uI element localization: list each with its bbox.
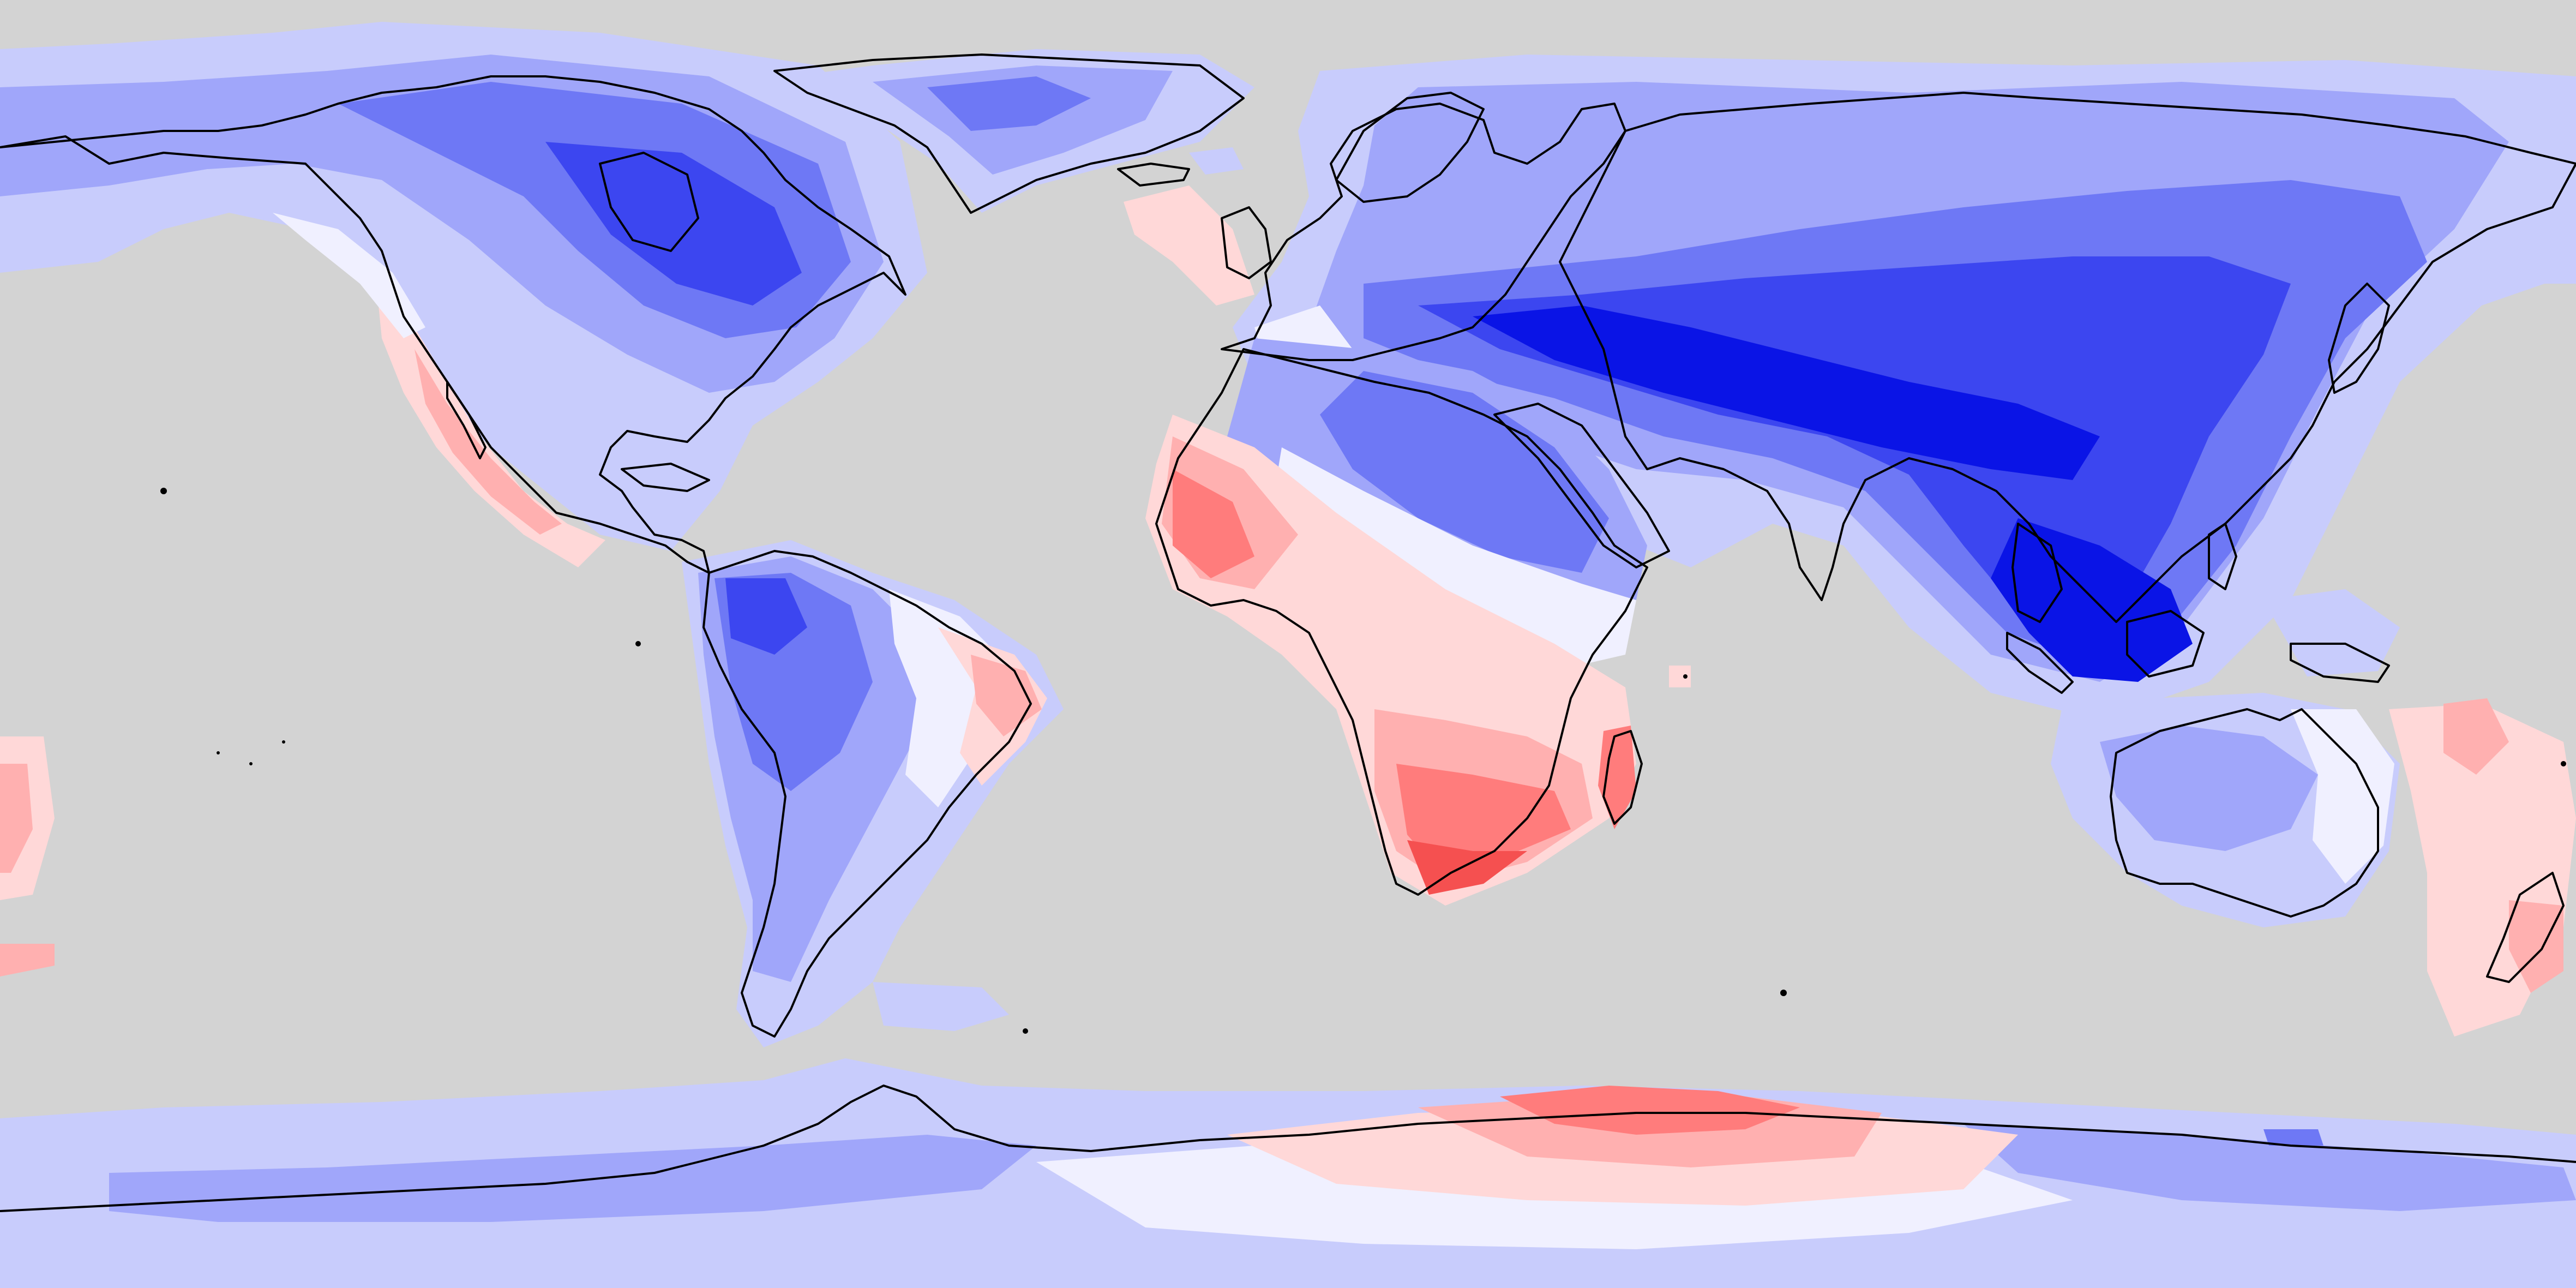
coastline-arabia: [1493, 403, 1670, 568]
field-band-mid-blue: [2263, 1129, 2323, 1146]
field-band-red: [1500, 1086, 1800, 1135]
coastline-philippines: [2208, 523, 2237, 590]
island-galapagos: [635, 641, 641, 646]
field-band-white: [2291, 709, 2394, 884]
field-eurasia: [1124, 55, 2576, 720]
coastline-new-guinea: [2290, 643, 2390, 683]
coastline-north-america: [0, 75, 906, 574]
coastline-sumatra: [2006, 632, 2074, 694]
coastline-new-zealand: [2486, 872, 2565, 983]
field-band-pale-blue: [2487, 207, 2576, 284]
island-fiji: [2561, 761, 2566, 766]
coastline-indochina: [2011, 523, 2063, 623]
field-band-light-red: [0, 944, 55, 977]
coastline-africa: [1155, 348, 1648, 896]
coastline-hudson-bay: [599, 152, 699, 252]
field-oceania: [0, 207, 2576, 1037]
field-band-light-blue: [1963, 1124, 2576, 1211]
coastline-greenland: [773, 53, 1245, 214]
field-band-mid-blue: [1320, 371, 1609, 573]
field-band-light-blue: [2100, 726, 2318, 851]
island-mauritius: [1683, 674, 1688, 679]
island-polynesia-2: [249, 762, 253, 765]
field-band-red: [1173, 469, 1254, 578]
island-polynesia-3: [282, 740, 285, 744]
island-polynesia-1: [217, 751, 220, 754]
coastline-japan: [2328, 283, 2390, 394]
coastline-asia: [1559, 92, 2576, 623]
field-greenland: [753, 49, 1254, 213]
field-band-red: [1598, 726, 1636, 829]
coastline-scandinavia: [1335, 92, 1485, 203]
field-band-light-blue: [109, 1135, 1036, 1222]
field-south-america: [682, 540, 1064, 1047]
coastline-britain: [1221, 206, 1272, 279]
coastline-madagascar: [1602, 730, 1643, 825]
coastline-baja: [446, 381, 487, 459]
island-south-georgia: [1023, 1028, 1028, 1034]
coastlines: [0, 53, 2576, 1212]
field-band-deep-blue: [1473, 305, 2100, 480]
field-band-light-red: [2443, 698, 2509, 775]
coastline-antarctica: [0, 1085, 2576, 1212]
field-band-light-red: [0, 764, 33, 873]
field-band-deep-blue: [1991, 518, 2193, 682]
island-hawaii: [160, 488, 167, 494]
field-band-white: [1265, 447, 1636, 671]
field-band-blue: [545, 142, 802, 305]
island-kerguelen: [1780, 990, 1787, 996]
coastline-cuba: [621, 463, 710, 492]
field-antarctica: [0, 1058, 2576, 1288]
field-north-america: [0, 22, 927, 567]
field-band-pale-red: [1124, 185, 1254, 305]
coastline-south-america: [702, 550, 1032, 1038]
field-band-pale-blue: [873, 982, 1009, 1031]
field-band-white: [273, 213, 425, 338]
island-dots: [160, 488, 2566, 1034]
coastline-iceland: [1117, 163, 1190, 187]
field-band-mid-blue: [927, 76, 1091, 131]
field-band-pale-blue: [1189, 147, 1244, 175]
field-band-blue: [725, 578, 807, 655]
coastline-europe: [1221, 103, 1626, 361]
coastline-borneo: [2126, 610, 2205, 678]
field-band-pale-red: [1669, 666, 1691, 687]
field-band-light-red: [415, 349, 562, 535]
coastline-australia: [2110, 708, 2379, 918]
